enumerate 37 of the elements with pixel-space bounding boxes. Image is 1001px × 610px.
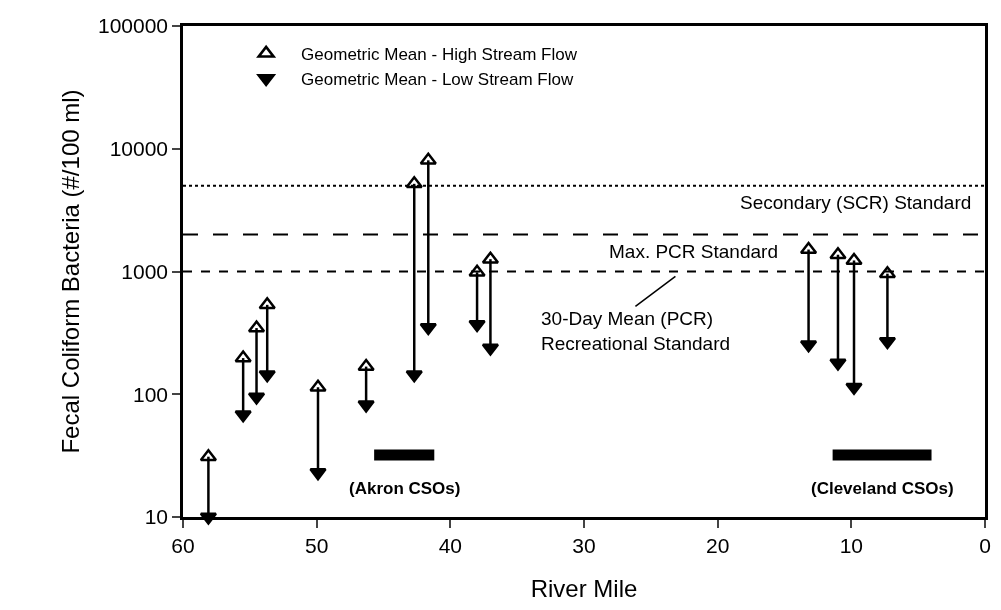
ref-line-label: Max. PCR Standard	[609, 241, 778, 262]
point	[878, 265, 897, 279]
y-tick-label: 100	[133, 382, 169, 406]
x-tick-label: 30	[572, 533, 596, 557]
x-tick-label: 20	[705, 533, 730, 557]
x-tick-label: 0	[979, 533, 991, 557]
y-tick-label: 10000	[109, 137, 169, 161]
x-tick-label: 10	[839, 533, 864, 557]
point	[419, 322, 438, 336]
point	[234, 410, 252, 423]
x-axis-title: River Mile	[530, 575, 638, 603]
point	[258, 370, 276, 383]
x-tick-label: 60	[171, 533, 195, 557]
ref-line-label: 30-Day Mean (PCR) Recreational Standard	[541, 308, 731, 354]
point	[258, 297, 276, 310]
point	[357, 400, 375, 413]
point	[829, 358, 847, 371]
point	[799, 241, 818, 255]
y-tick-label: 100000	[97, 14, 169, 38]
point	[829, 246, 847, 260]
legend-label: Geometric Mean - High Stream Flow	[301, 45, 578, 64]
y-tick-label: 10	[144, 505, 169, 529]
point	[405, 370, 423, 383]
point	[468, 264, 486, 277]
point	[845, 382, 863, 396]
legend-label: Geometric Mean - Low Stream Flow	[301, 70, 574, 90]
point	[405, 176, 423, 189]
point	[468, 320, 486, 333]
point	[845, 252, 863, 265]
x-tick-label: 50	[304, 533, 329, 557]
ref-line-label: Secondary (SCR) Standard	[740, 192, 972, 213]
annotation: (Cleveland CSOs)	[811, 479, 954, 498]
annotation: (Akron CSOs)	[349, 479, 461, 498]
x-tick-label: 40	[438, 533, 463, 557]
y-axis-title: Fecal Coliform Bacteria (#/100 ml)	[57, 89, 85, 454]
point	[309, 468, 327, 481]
y-tick-label: 1000	[121, 259, 169, 283]
